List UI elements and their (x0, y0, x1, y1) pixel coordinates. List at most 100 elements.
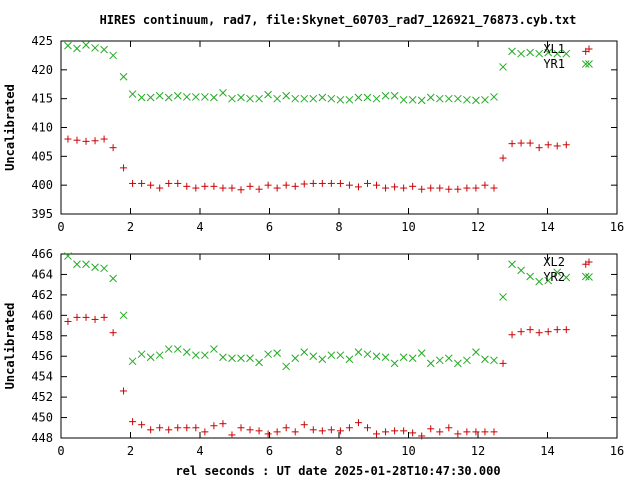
y-tick-label: 425 (31, 34, 53, 48)
data-point (146, 93, 155, 102)
y-tick-label: 452 (31, 390, 53, 404)
data-point (156, 424, 164, 432)
data-point (481, 181, 489, 189)
data-point (390, 359, 399, 368)
data-point (73, 260, 81, 269)
data-point (309, 426, 317, 434)
data-point (282, 362, 291, 371)
data-point (318, 355, 327, 364)
data-point (517, 49, 525, 58)
data-point (91, 263, 99, 272)
x-tick-label: 8 (335, 220, 342, 234)
data-point (64, 135, 72, 143)
data-point (82, 260, 90, 269)
data-point (391, 427, 399, 435)
data-point (100, 264, 108, 273)
data-point (73, 313, 81, 321)
data-point (544, 276, 553, 285)
data-point (73, 136, 81, 144)
data-point (345, 95, 354, 104)
data-point (219, 89, 227, 97)
data-point (336, 179, 344, 187)
data-point (128, 357, 137, 366)
data-point (354, 183, 362, 191)
data-point (553, 49, 562, 58)
data-point (300, 180, 308, 188)
data-point (336, 427, 344, 435)
series-yr1 (64, 41, 590, 105)
data-point (137, 93, 146, 102)
data-point (562, 49, 571, 58)
data-point (535, 329, 543, 337)
data-point (562, 141, 570, 149)
data-point (82, 41, 90, 49)
data-point (336, 95, 345, 104)
data-point (165, 179, 173, 187)
y-tick-label: 464 (31, 267, 53, 281)
data-point (535, 144, 543, 152)
data-point (436, 428, 444, 436)
data-point (581, 272, 590, 281)
data-point (408, 354, 417, 363)
data-point (544, 48, 553, 57)
data-point (192, 184, 200, 192)
data-point (191, 351, 200, 360)
data-point (291, 94, 300, 103)
data-point (490, 184, 498, 192)
data-point (219, 420, 227, 428)
y-tick-label: 450 (31, 411, 53, 425)
data-point (490, 428, 498, 436)
data-point (544, 328, 552, 336)
data-point (463, 95, 471, 104)
data-point (372, 352, 381, 361)
data-point (327, 426, 335, 434)
data-point (526, 48, 534, 57)
data-point (164, 93, 173, 102)
data-point (120, 387, 128, 395)
data-point (300, 94, 309, 103)
data-point (435, 356, 444, 365)
y-axis-label: Uncalibrated (3, 303, 17, 390)
data-point (246, 354, 254, 363)
data-point (535, 49, 544, 58)
data-point (109, 329, 117, 337)
data-point (508, 331, 516, 339)
data-point (354, 93, 363, 102)
x-tick-label: 0 (57, 220, 64, 234)
data-point (336, 351, 345, 360)
x-tick-label: 8 (335, 444, 342, 458)
data-point (453, 359, 462, 368)
legend-label-yr1: YR1 (543, 57, 565, 71)
data-point (246, 426, 254, 434)
data-point (454, 430, 462, 438)
y-tick-label: 460 (31, 308, 53, 322)
data-point (418, 185, 426, 193)
data-point (73, 44, 81, 53)
legend-marker-yr1 (585, 60, 593, 68)
data-point (228, 94, 236, 103)
data-point (417, 349, 426, 358)
plot-frame (60, 40, 618, 215)
data-point (191, 93, 200, 101)
data-point (373, 430, 381, 438)
data-point (309, 352, 318, 361)
data-point (499, 293, 507, 301)
legend-label-xl2: XL2 (543, 255, 565, 269)
data-point (300, 348, 309, 356)
data-point (291, 354, 300, 363)
data-point (109, 144, 117, 152)
data-point (156, 184, 164, 192)
data-point (381, 353, 390, 362)
data-point (481, 428, 489, 436)
data-point (255, 358, 263, 367)
data-point (192, 424, 200, 432)
data-point (382, 428, 390, 436)
data-point (345, 424, 353, 432)
data-point (91, 44, 99, 52)
data-point (418, 432, 426, 440)
data-point (499, 63, 507, 71)
data-point (119, 311, 128, 320)
data-point (264, 350, 272, 359)
data-point (138, 179, 146, 187)
data-point (219, 353, 227, 362)
